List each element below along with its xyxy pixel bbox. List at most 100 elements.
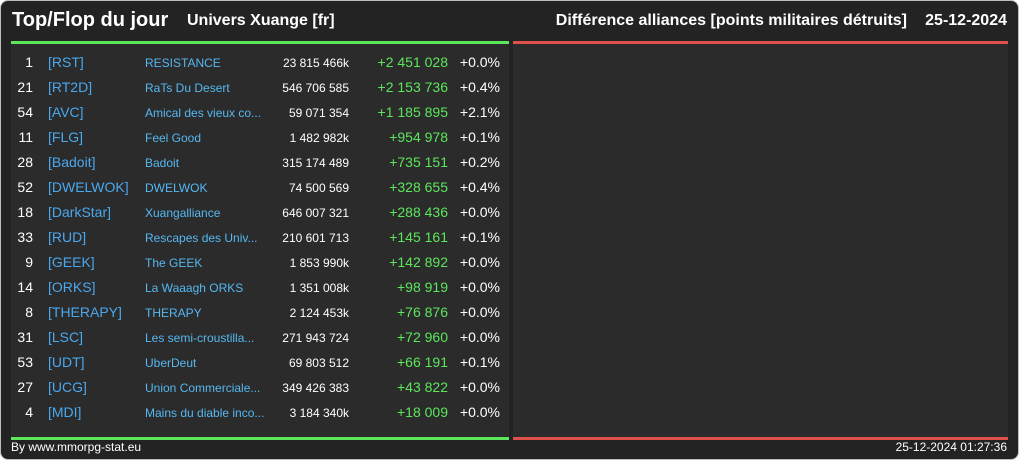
table-row: 4 [MDI] Mains du diable inco... 3 184 340k +… <box>11 401 509 426</box>
rank-cell: 31 <box>17 329 33 345</box>
alliance-name-link[interactable]: La Waaagh ORKS <box>145 281 244 295</box>
rank-cell: 54 <box>17 104 33 120</box>
alliance-name-link[interactable]: Xuangalliance <box>145 206 221 220</box>
footer-timestamp: 25-12-2024 01:27:36 <box>895 440 1007 454</box>
difference-cell: +98 919 <box>397 279 448 295</box>
alliance-name-link[interactable]: UberDeut <box>145 356 197 370</box>
percent-cell: +0.0% <box>459 279 500 295</box>
alliance-tag-link[interactable]: [DWELWOK] <box>48 179 129 195</box>
difference-cell: +72 960 <box>397 329 448 345</box>
alliance-name-link[interactable]: Union Commerciale... <box>145 381 261 395</box>
rank-cell: 9 <box>25 254 33 270</box>
difference-cell: +18 009 <box>397 404 448 420</box>
percent-cell: +2.1% <box>459 104 500 120</box>
total-points-cell: 59 071 354 <box>288 106 349 120</box>
alliance-tag-link[interactable]: [MDI] <box>48 404 82 420</box>
rank-cell: 52 <box>17 179 33 195</box>
table-row: 1 [RST] RESISTANCE 23 815 466k +2 451 028 +0.… <box>11 51 509 76</box>
total-points-cell: 1 482 982k <box>289 131 349 145</box>
header: Top/Flop du jour Univers Xuange [fr] Dif… <box>1 1 1018 39</box>
rank-cell: 27 <box>17 379 33 395</box>
alliance-tag-link[interactable]: [ORKS] <box>48 279 96 295</box>
rank-cell: 21 <box>17 79 33 95</box>
table-row: 18 [DarkStar] Xuangalliance 646 007 321 +288… <box>11 201 509 226</box>
alliance-name-link[interactable]: Badoit <box>145 156 180 170</box>
total-points-cell: 23 815 466k <box>282 56 349 70</box>
total-points-cell: 2 124 453k <box>289 306 349 320</box>
rank-cell: 28 <box>17 154 33 170</box>
total-points-cell: 271 943 724 <box>282 331 349 345</box>
alliance-name-link[interactable]: Rescapes des Univ... <box>145 231 258 245</box>
rank-cell: 33 <box>17 229 33 245</box>
table-row: 9 [GEEK] The GEEK 1 853 990k +142 892 +0.0% <box>11 251 509 276</box>
page-title: Top/Flop du jour <box>12 9 169 31</box>
universe-label: Univers Xuange [fr] <box>187 12 335 29</box>
total-points-cell: 1 853 990k <box>289 256 349 270</box>
alliance-tag-link[interactable]: [UCG] <box>48 379 87 395</box>
total-points-cell: 210 601 713 <box>282 231 349 245</box>
percent-cell: +0.2% <box>459 154 500 170</box>
total-points-cell: 646 007 321 <box>282 206 349 220</box>
percent-cell: +0.1% <box>459 354 500 370</box>
percent-cell: +0.1% <box>459 129 500 145</box>
rank-cell: 1 <box>25 54 33 70</box>
total-points-cell: 69 803 512 <box>288 356 349 370</box>
difference-cell: +142 892 <box>389 254 448 270</box>
flop-panel <box>513 41 1008 440</box>
alliance-name-link[interactable]: DWELWOK <box>145 181 208 195</box>
rank-cell: 18 <box>17 204 33 220</box>
total-points-cell: 3 184 340k <box>289 406 349 420</box>
total-points-cell: 315 174 489 <box>282 156 349 170</box>
difference-cell: +2 451 028 <box>377 54 448 70</box>
alliance-name-link[interactable]: RaTs Du Desert <box>145 81 230 95</box>
alliance-name-link[interactable]: Feel Good <box>145 131 202 145</box>
percent-cell: +0.0% <box>459 304 500 320</box>
percent-cell: +0.4% <box>459 179 500 195</box>
percent-cell: +0.0% <box>459 204 500 220</box>
percent-cell: +0.1% <box>459 229 500 245</box>
difference-cell: +288 436 <box>389 204 448 220</box>
rank-cell: 8 <box>25 304 33 320</box>
alliance-tag-link[interactable]: [Badoit] <box>48 154 96 170</box>
alliance-name-link[interactable]: Amical des vieux co... <box>145 106 262 120</box>
rank-cell: 4 <box>25 404 33 420</box>
difference-cell: +328 655 <box>389 179 448 195</box>
alliance-name-link[interactable]: The GEEK <box>145 256 203 270</box>
alliance-tag-link[interactable]: [RUD] <box>48 229 87 245</box>
difference-cell: +43 822 <box>397 379 448 395</box>
total-points-cell: 1 351 008k <box>289 281 349 295</box>
difference-cell: +954 978 <box>389 129 448 145</box>
percent-cell: +0.0% <box>459 404 500 420</box>
metric-label: Différence alliances [points militaires … <box>555 12 907 29</box>
alliance-tag-link[interactable]: [RST] <box>48 54 84 70</box>
percent-cell: +0.0% <box>459 379 500 395</box>
alliance-tag-link[interactable]: [FLG] <box>48 129 84 145</box>
total-points-cell: 74 500 569 <box>288 181 349 195</box>
total-points-cell: 349 426 383 <box>282 381 349 395</box>
alliance-tag-link[interactable]: [RT2D] <box>48 79 93 95</box>
difference-cell: +1 185 895 <box>377 104 448 120</box>
alliance-tag-link[interactable]: [THERAPY] <box>48 304 122 320</box>
rank-cell: 14 <box>17 279 33 295</box>
table-row: 11 [FLG] Feel Good 1 482 982k +954 978 +0.1% <box>11 126 509 151</box>
date-label: 25-12-2024 <box>925 12 1007 29</box>
alliance-name-link[interactable]: Les semi-croustilla... <box>145 331 255 345</box>
top-panel: 1 [RST] RESISTANCE 23 815 466k +2 451 028 +0.… <box>11 41 509 440</box>
alliance-name-link[interactable]: RESISTANCE <box>145 56 221 70</box>
table-row: 21 [RT2D] RaTs Du Desert 546 706 585 +2 153 … <box>11 76 509 101</box>
alliance-tag-link[interactable]: [GEEK] <box>48 254 95 270</box>
table-row: 52 [DWELWOK] DWELWOK 74 500 569 +328 655 +0.4… <box>11 176 509 201</box>
difference-cell: +76 876 <box>397 304 448 320</box>
percent-cell: +0.4% <box>459 79 500 95</box>
alliance-tag-link[interactable]: [LSC] <box>48 329 84 345</box>
difference-cell: +66 191 <box>397 354 448 370</box>
alliance-name-link[interactable]: Mains du diable inco... <box>145 406 265 420</box>
alliance-tag-link[interactable]: [UDT] <box>48 354 85 370</box>
table-row: 54 [AVC] Amical des vieux co... 59 071 354 +… <box>11 101 509 126</box>
total-points-cell: 546 706 585 <box>282 81 349 95</box>
alliance-tag-link[interactable]: [DarkStar] <box>48 204 112 220</box>
alliance-tag-link[interactable]: [AVC] <box>48 104 84 120</box>
alliance-name-link[interactable]: THERAPY <box>145 306 202 320</box>
percent-cell: +0.0% <box>459 329 500 345</box>
